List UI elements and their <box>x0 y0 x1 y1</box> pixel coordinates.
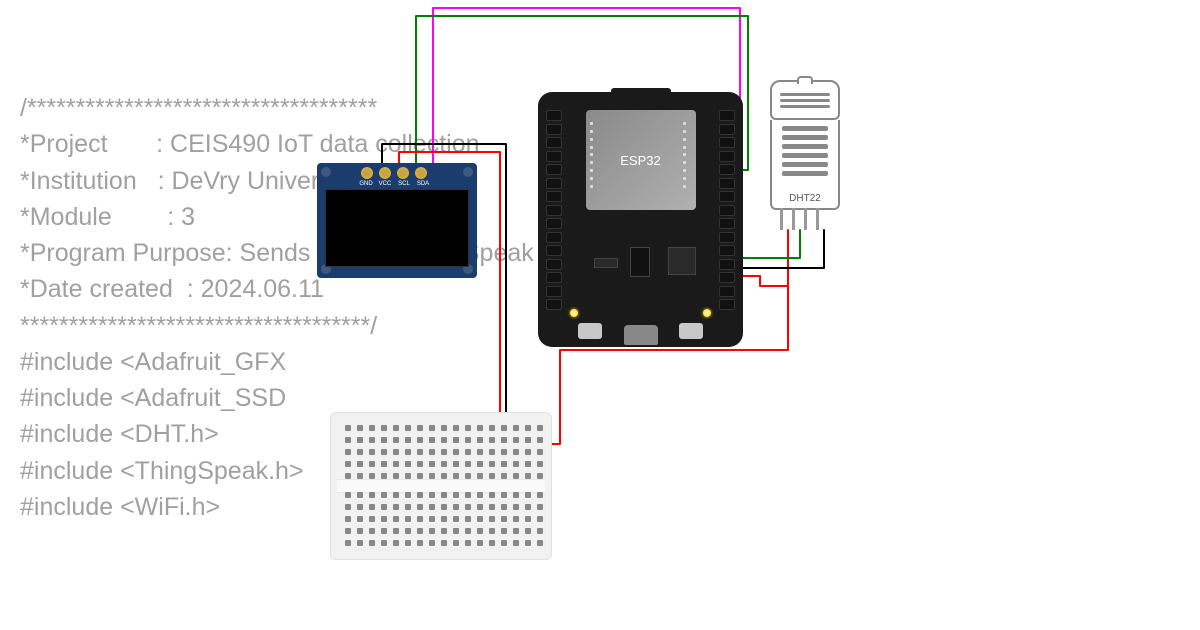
led-indicator <box>570 309 578 317</box>
breadboard-top-grid <box>345 425 544 480</box>
breadboard[interactable] <box>330 412 552 560</box>
breadboard-bot-grid <box>345 492 544 547</box>
code-line: /************************************ <box>20 90 534 126</box>
dht-data-green <box>734 230 800 258</box>
oled-pin-labels: GND VCC SCL SDA <box>357 181 432 187</box>
esp32-board[interactable]: ESP32 <box>538 92 743 347</box>
esp32-label: ESP32 <box>620 153 660 168</box>
dht22-pins <box>780 208 819 230</box>
dht-gnd-black <box>734 230 824 268</box>
oled-display[interactable]: GND VCC SCL SDA <box>317 163 477 278</box>
led-indicator <box>703 309 711 317</box>
dht22-sensor[interactable]: DHT22 <box>770 80 840 210</box>
code-line: #include <Adafruit_GFX <box>20 344 534 380</box>
code-line: #include <Adafruit_SSD <box>20 380 534 416</box>
usb-port <box>624 325 658 345</box>
dht22-label: DHT22 <box>772 193 838 204</box>
code-line: ************************************/ <box>20 308 534 344</box>
esp32-pins-left <box>546 110 562 310</box>
code-line: *Project : CEIS490 IoT data collection <box>20 126 534 162</box>
esp32-pins-right <box>719 110 735 310</box>
esp32-shield: ESP32 <box>586 110 696 210</box>
oled-screen <box>325 189 469 267</box>
boot-button[interactable] <box>578 323 602 339</box>
reset-button[interactable] <box>679 323 703 339</box>
oled-pin-header <box>361 167 427 179</box>
